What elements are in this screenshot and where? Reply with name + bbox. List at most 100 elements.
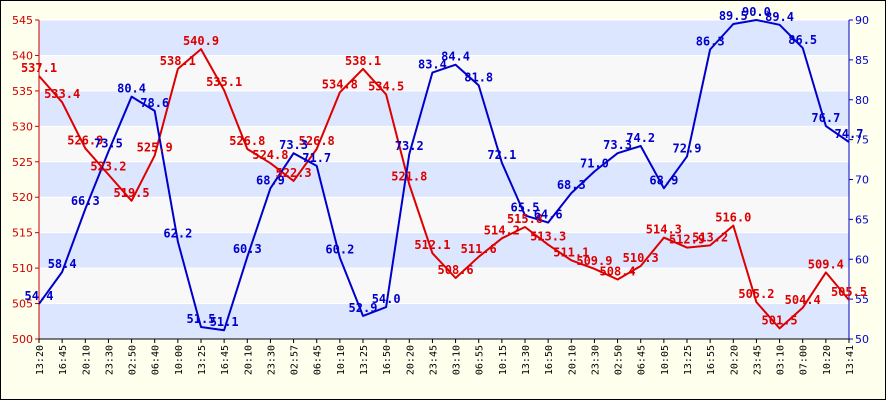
x-tick-label: 16:50 <box>544 345 555 375</box>
data-label-red: 508.4 <box>600 264 636 278</box>
data-label-blue: 65.5 <box>511 200 540 214</box>
right-tick-label: 75 <box>855 134 869 147</box>
data-label-blue: 51.5 <box>187 312 216 326</box>
right-tick-label: 55 <box>855 293 869 306</box>
x-tick-label: 07:00 <box>799 345 810 375</box>
data-label-blue: 73.3 <box>279 138 308 152</box>
data-label-red: 540.9 <box>183 34 219 48</box>
grid-band <box>39 268 849 304</box>
x-tick-label: 06:55 <box>475 345 486 375</box>
x-tick-label: 23:30 <box>266 345 277 375</box>
data-label-blue: 71.0 <box>580 157 609 171</box>
data-label-red: 514.3 <box>646 223 682 237</box>
data-label-blue: 74.2 <box>626 131 655 145</box>
grid-band <box>39 126 849 162</box>
x-tick-label: 16:45 <box>58 345 69 375</box>
data-label-blue: 80.4 <box>117 82 146 96</box>
x-tick-label: 10:05 <box>660 345 671 375</box>
data-label-blue: 52.9 <box>349 301 378 315</box>
data-label-blue: 60.3 <box>233 242 262 256</box>
x-tick-label: 20:20 <box>405 345 416 375</box>
x-axis-ticks: 13:20 16:45 20:10 23:30 02:50 06:40 10:00 13:25… <box>35 339 856 375</box>
data-label-red: 523.2 <box>90 160 126 174</box>
data-label-blue: 86.5 <box>788 33 817 47</box>
data-label-red: 538.1 <box>345 54 381 68</box>
right-axis-ticks: 50 55 60 65 70 75 80 85 90 <box>849 14 869 346</box>
left-axis-ticks: 500 505 510 515 520 525 530 535 540 545 <box>12 14 39 346</box>
data-label-blue: 60.2 <box>325 243 354 257</box>
data-label-blue: 90.0 <box>742 5 771 19</box>
x-tick-label: 02:50 <box>128 345 139 375</box>
x-tick-label: 02:57 <box>290 345 301 375</box>
data-label-blue: 54.0 <box>372 292 401 306</box>
data-label-red: 533.4 <box>44 87 80 101</box>
data-label-red: 514.2 <box>484 223 520 237</box>
data-label-red: 512.1 <box>414 238 450 252</box>
right-tick-label: 60 <box>855 253 869 266</box>
data-label-blue: 81.8 <box>464 70 493 84</box>
data-label-blue: 72.1 <box>487 148 516 162</box>
data-labels: 537.1 533.4 526.9 523.2 519.5 525.9 538.1 540.9… <box>21 5 867 329</box>
x-tick-label: 13:20 <box>35 345 46 375</box>
data-label-blue: 54.4 <box>25 289 54 303</box>
grid-band <box>39 90 849 127</box>
data-label-blue: 73.5 <box>94 137 123 151</box>
data-label-red: 508.6 <box>438 263 474 277</box>
x-tick-label: 03:10 <box>452 345 463 375</box>
data-label-blue: 68.3 <box>557 178 586 192</box>
grid-band <box>39 161 849 198</box>
data-label-blue: 83.4 <box>418 58 447 72</box>
data-label-blue: 86.3 <box>696 35 725 49</box>
data-label-red: 501.5 <box>762 313 798 327</box>
x-tick-label: 10:15 <box>498 345 509 375</box>
data-label-red: 511.1 <box>553 245 589 259</box>
data-label-red: 513.3 <box>530 230 566 244</box>
data-label-blue: 51.1 <box>210 315 239 329</box>
x-tick-label: 13:30 <box>521 345 532 375</box>
right-tick-label: 85 <box>855 54 869 67</box>
data-label-blue: 84.4 <box>441 50 470 64</box>
x-tick-label: 06:40 <box>151 345 162 375</box>
x-tick-label: 03:10 <box>776 345 787 375</box>
data-label-red: 511.6 <box>461 242 497 256</box>
x-tick-label: 23:45 <box>752 345 763 375</box>
left-tick-label: 520 <box>12 191 33 204</box>
x-tick-label: 13:25 <box>197 345 208 375</box>
x-tick-label: 16:45 <box>220 345 231 375</box>
data-label-red: 512.9 <box>669 233 705 247</box>
data-label-red: 510.3 <box>623 251 659 265</box>
x-tick-label: 13:25 <box>683 345 694 375</box>
x-tick-label: 10:00 <box>174 345 185 375</box>
data-label-red: 526.8 <box>229 134 265 148</box>
x-tick-label: 23:30 <box>104 345 115 375</box>
data-label-red: 509.9 <box>576 254 612 268</box>
x-tick-label: 20:10 <box>243 345 254 375</box>
data-label-red: 534.5 <box>368 79 404 93</box>
data-label-red: 516.0 <box>715 211 751 225</box>
data-label-blue: 71.7 <box>302 151 331 165</box>
data-label-red: 534.8 <box>322 77 358 91</box>
data-label-blue: 89.5 <box>719 9 748 23</box>
right-tick-label: 65 <box>855 213 869 226</box>
right-tick-label: 50 <box>855 333 869 346</box>
x-tick-label: 23:45 <box>428 345 439 375</box>
left-tick-label: 515 <box>12 227 33 240</box>
left-tick-label: 500 <box>12 333 33 346</box>
data-label-red: 504.4 <box>785 293 821 307</box>
x-tick-label: 10:20 <box>822 345 833 375</box>
data-label-red: 525.9 <box>137 140 173 154</box>
data-label-blue: 68.9 <box>649 173 678 187</box>
grid-band <box>39 20 849 56</box>
data-label-blue: 58.4 <box>48 257 77 271</box>
data-label-red: 505.5 <box>831 285 867 299</box>
right-tick-label: 70 <box>855 174 869 187</box>
x-tick-label: 13:25 <box>359 345 370 375</box>
x-tick-label: 16:55 <box>706 345 717 375</box>
right-tick-label: 80 <box>855 94 869 107</box>
data-label-red: 515.8 <box>507 212 543 226</box>
left-tick-label: 545 <box>12 14 33 27</box>
data-label-blue: 74.7 <box>835 127 864 141</box>
left-tick-label: 530 <box>12 120 33 133</box>
left-tick-label: 525 <box>12 156 33 169</box>
